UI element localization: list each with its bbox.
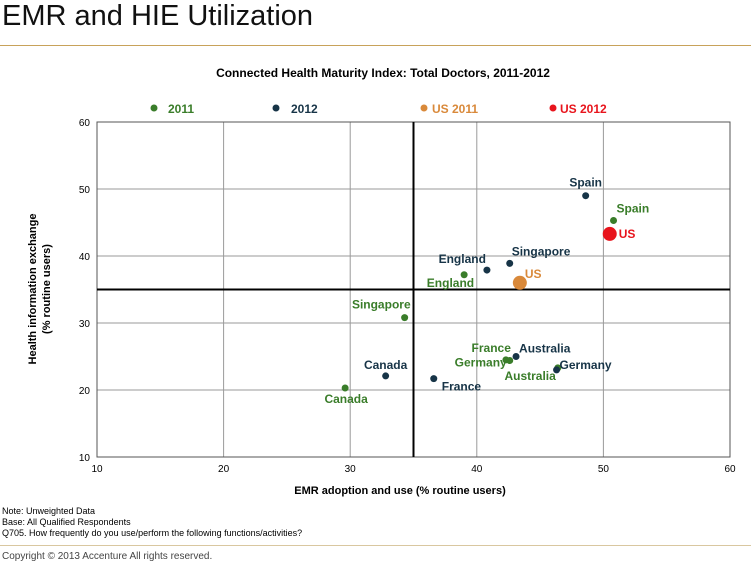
point-label-2012-england: England (439, 252, 486, 266)
legend-label-2011: 2011 (168, 102, 194, 116)
point-label-2012-france: France (442, 380, 482, 394)
point-label-2011-canada: Canada (324, 392, 368, 406)
page-title: EMR and HIE Utilization (2, 0, 314, 32)
y-axis-label-line-1: Health information exchange (27, 214, 39, 365)
point-2011-england (460, 271, 468, 279)
chart-title: Connected Health Maturity Index: Total D… (216, 66, 550, 80)
point-2012-germany (553, 366, 561, 374)
x-tick-label: 40 (471, 464, 483, 475)
point-label-2011-australia: Australia (504, 369, 556, 383)
note-line-3: Q705. How frequently do you use/perform … (2, 528, 303, 538)
y-tick-label: 40 (79, 252, 91, 263)
point-2012-canada (382, 372, 390, 380)
point-label-2011-england: England (427, 276, 474, 290)
x-tick-label: 20 (218, 464, 230, 475)
point-label-2011-france: France (472, 341, 512, 355)
scatter-chart: Connected Health Maturity Index: Total D… (27, 66, 736, 497)
point-2012-france (430, 375, 438, 383)
point-us-2012-us (602, 226, 617, 241)
title-divider (0, 45, 751, 46)
point-2011-singapore (401, 314, 409, 322)
point-2011-canada (341, 384, 349, 392)
point-label-2012-singapore: Singapore (512, 244, 571, 258)
x-tick-label: 60 (724, 464, 736, 475)
notes: Note: Unweighted Data Base: All Qualifie… (2, 506, 302, 539)
legend-marker-2012 (272, 104, 280, 112)
point-2012-australia (512, 353, 520, 360)
point-us-2011-us (512, 275, 527, 290)
point-2012-england (483, 266, 491, 274)
legend-marker-us-2012 (549, 104, 557, 112)
legend-marker-us-2011 (420, 104, 428, 112)
point-label-2011-germany: Germany (455, 356, 507, 370)
point-label-2012-canada: Canada (364, 358, 408, 372)
x-tick-label: 50 (598, 464, 610, 475)
x-tick-label: 30 (345, 464, 357, 475)
y-tick-label: 10 (79, 453, 91, 464)
legend-label-2012: 2012 (291, 102, 318, 116)
y-tick-label: 20 (79, 386, 91, 397)
point-label-2011-singapore: Singapore (352, 298, 411, 312)
legend-label-us-2011: US 2011 (432, 102, 478, 116)
x-axis-label: EMR adoption and use (% routine users) (294, 485, 506, 497)
footer-divider (0, 545, 751, 546)
note-line-1: Note: Unweighted Data (2, 506, 96, 516)
point-2011-germany (506, 357, 514, 365)
point-label-2012-spain: Spain (569, 176, 602, 190)
copyright: Copyright © 2013 Accenture All rights re… (2, 551, 213, 562)
x-tick-label: 10 (91, 464, 103, 475)
y-tick-label: 30 (79, 319, 91, 330)
note-line-2: Base: All Qualified Respondents (2, 517, 131, 527)
point-label-2012-germany: Germany (560, 358, 612, 372)
y-tick-label: 60 (79, 118, 91, 129)
point-label-us-2012-us: US (619, 227, 636, 241)
point-2012-spain (582, 192, 590, 200)
point-2012-singapore (506, 259, 514, 267)
legend-label-us-2012: US 2012 (560, 102, 607, 116)
y-tick-label: 50 (79, 185, 91, 196)
legend-marker-2011 (150, 104, 158, 112)
y-axis-label-line-2: (% routine users) (41, 244, 53, 334)
point-label-us-2011-us: US (525, 267, 542, 281)
point-label-2012-australia: Australia (519, 342, 571, 356)
point-2011-spain (610, 216, 618, 224)
point-label-2011-spain: Spain (617, 201, 650, 215)
